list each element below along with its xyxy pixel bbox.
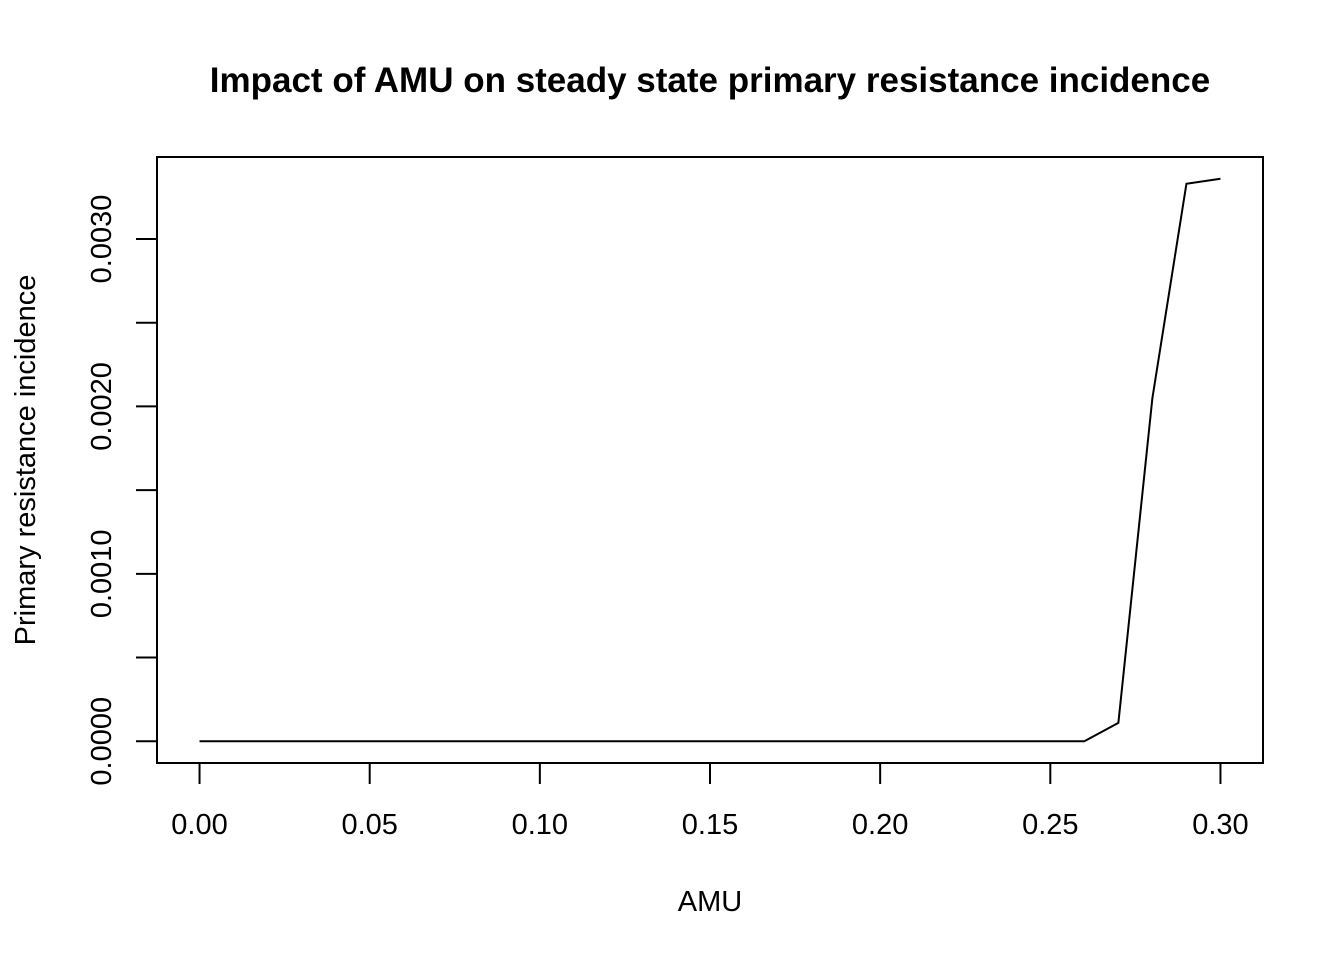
x-tick-label: 0.30 (1192, 809, 1248, 841)
chart-title: Impact of AMU on steady state primary re… (210, 61, 1210, 100)
y-tick-label: 0.0000 (86, 697, 118, 786)
x-tick-label: 0.00 (171, 809, 227, 841)
y-axis: 0.0000 0.0010 0.0020 0.0030 (86, 195, 158, 786)
series-layer (199, 177, 1221, 743)
x-tick-label: 0.10 (512, 809, 568, 841)
y-tick-label: 0.0010 (86, 529, 118, 618)
x-tick-label: 0.20 (852, 809, 908, 841)
x-tick-label: 0.05 (341, 809, 397, 841)
series-line (199, 177, 1221, 743)
y-tick-label: 0.0020 (86, 362, 118, 451)
y-axis-label: Primary resistance incidence (10, 275, 42, 646)
x-axis-label: AMU (678, 886, 742, 918)
plot-frame (156, 156, 1264, 764)
y-tick-label: 0.0030 (86, 195, 118, 284)
x-tick-label: 0.15 (682, 809, 738, 841)
x-tick-label: 0.25 (1022, 809, 1078, 841)
x-axis: 0.00 0.05 0.10 0.15 0.20 0.25 0.30 (171, 762, 1249, 841)
